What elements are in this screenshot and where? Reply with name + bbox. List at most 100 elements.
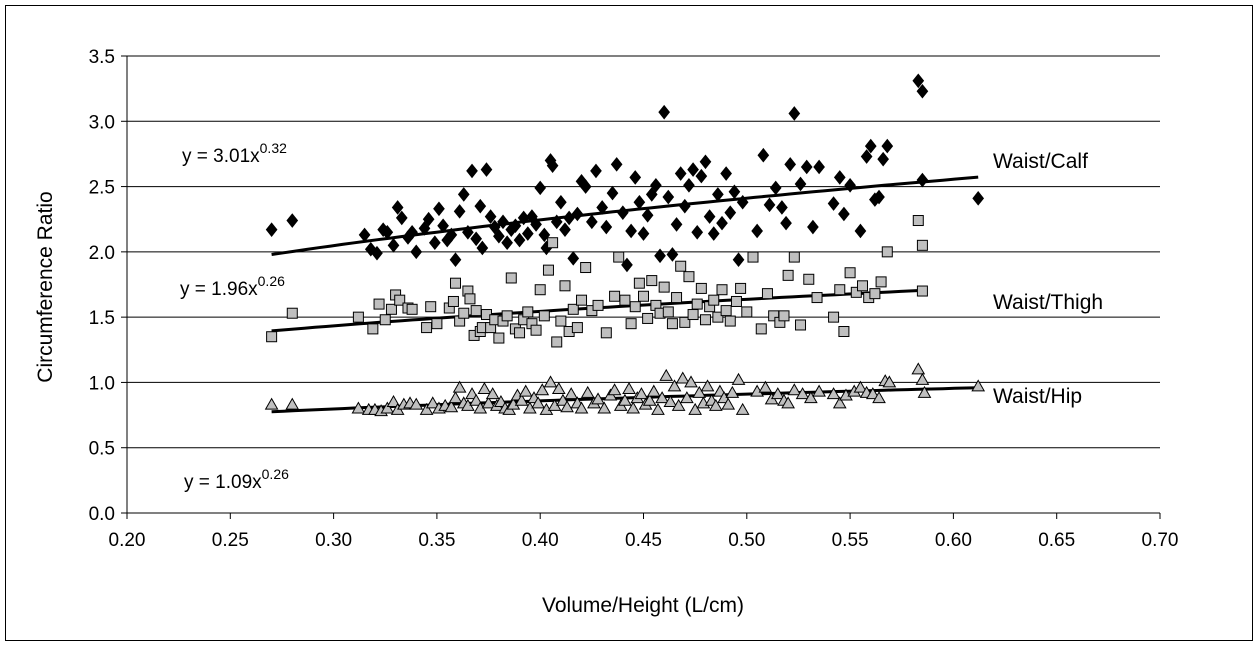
point-waist-calf xyxy=(418,221,431,236)
point-waist-hip xyxy=(659,368,674,381)
point-waist-calf xyxy=(509,218,522,234)
y-tick-label: 0.0 xyxy=(89,504,115,525)
axes: 0.0 0.5 1.0 1.5 2.0 2.5 3.0 3.5 0.20 0.25 0.30 0.35… xyxy=(89,47,1179,551)
point-waist-thigh xyxy=(619,294,631,306)
point-waist-thigh xyxy=(373,298,385,310)
point-waist-calf xyxy=(678,198,691,214)
point-waist-thigh xyxy=(505,272,517,284)
point-waist-calf xyxy=(437,218,449,234)
point-waist-hip xyxy=(551,381,566,394)
point-waist-thigh xyxy=(869,288,881,300)
point-waist-hip xyxy=(351,401,366,414)
point-waist-thigh xyxy=(658,281,670,293)
point-waist-thigh xyxy=(592,299,604,311)
point-waist-hip xyxy=(731,372,746,385)
y-tick-label: 1.0 xyxy=(89,373,115,394)
point-waist-thigh xyxy=(530,324,542,336)
point-waist-hip xyxy=(419,402,434,415)
point-waist-calf xyxy=(724,205,737,220)
point-waist-hip xyxy=(409,397,424,410)
point-waist-hip xyxy=(646,384,661,397)
point-waist-thigh xyxy=(712,311,724,323)
point-waist-calf xyxy=(769,180,782,196)
point-waist-calf xyxy=(728,184,741,200)
point-waist-hip xyxy=(560,400,574,413)
point-waist-hip xyxy=(469,393,484,406)
point-waist-hip xyxy=(911,362,926,375)
point-waist-calf xyxy=(637,226,650,241)
point-waist-calf xyxy=(371,245,383,261)
point-waist-calf xyxy=(571,206,584,222)
point-waist-calf xyxy=(457,187,470,202)
point-waist-thigh xyxy=(850,286,862,298)
point-waist-thigh xyxy=(638,290,649,302)
point-waist-hip xyxy=(770,387,785,400)
point-waist-thigh xyxy=(580,262,592,274)
point-waist-thigh xyxy=(470,305,482,317)
point-waist-thigh xyxy=(716,284,728,296)
point-waist-hip xyxy=(832,396,847,409)
point-waist-thigh xyxy=(421,322,433,334)
point-waist-calf xyxy=(788,106,801,121)
point-waist-calf xyxy=(265,222,278,237)
point-waist-thigh xyxy=(687,309,699,321)
point-waist-calf xyxy=(625,223,637,239)
point-waist-calf xyxy=(670,217,683,232)
point-waist-calf xyxy=(480,162,493,177)
point-waist-calf xyxy=(530,217,542,232)
x-tick-label: 0.20 xyxy=(109,530,146,551)
point-waist-hip xyxy=(448,391,463,404)
point-waist-hip xyxy=(671,398,686,411)
point-waist-hip xyxy=(477,381,492,394)
point-waist-thigh xyxy=(691,298,703,310)
point-waist-thigh xyxy=(844,267,856,279)
point-waist-calf xyxy=(732,252,745,267)
point-waist-hip xyxy=(485,387,500,400)
point-waist-calf xyxy=(813,159,825,175)
point-waist-calf xyxy=(881,138,894,154)
point-waist-thigh xyxy=(458,307,470,319)
point-waist-thigh xyxy=(534,284,546,296)
point-waist-calf xyxy=(645,187,658,202)
point-waist-thigh xyxy=(662,306,674,318)
point-waist-hip xyxy=(531,396,545,409)
point-waist-hip xyxy=(675,371,690,384)
point-waist-thigh xyxy=(708,294,720,306)
equation-waist-hip: y = 1.09x0.26 xyxy=(184,466,289,493)
point-waist-thigh xyxy=(916,239,928,251)
point-waist-calf xyxy=(833,170,846,185)
point-waist-thigh xyxy=(447,295,459,307)
point-waist-calf xyxy=(916,83,929,99)
point-waist-thigh xyxy=(625,318,637,330)
y-tick-label: 0.5 xyxy=(89,439,115,460)
point-waist-thigh xyxy=(629,301,641,313)
point-waist-hip xyxy=(680,391,694,404)
point-waist-calf xyxy=(586,214,598,230)
equation-exponent: 0.26 xyxy=(258,273,285,289)
point-waist-hip xyxy=(865,387,880,400)
x-tick-label: 0.35 xyxy=(418,530,455,551)
point-waist-calf xyxy=(462,224,474,240)
point-waist-hip xyxy=(781,396,795,409)
point-waist-thigh xyxy=(613,251,625,263)
x-tick-label: 0.50 xyxy=(728,530,765,551)
point-waist-thigh xyxy=(464,293,476,305)
point-waist-thigh xyxy=(671,292,683,304)
point-waist-hip xyxy=(425,396,440,409)
point-waist-hip xyxy=(591,392,605,405)
point-waist-hip xyxy=(787,383,802,396)
point-waist-thigh xyxy=(379,314,391,326)
point-waist-calf xyxy=(794,176,807,192)
point-waist-calf xyxy=(621,257,633,273)
point-waist-thigh xyxy=(559,280,571,292)
point-waist-thigh xyxy=(501,310,513,322)
x-axis-title: Volume/Height (L/cm) xyxy=(542,594,744,617)
point-waist-hip xyxy=(882,375,897,388)
point-waist-calf xyxy=(736,194,749,210)
point-waist-thigh xyxy=(912,215,924,227)
point-waist-calf xyxy=(466,163,478,179)
point-waist-calf xyxy=(683,177,695,193)
point-waist-hip xyxy=(264,397,279,410)
point-waist-thigh xyxy=(425,301,437,313)
